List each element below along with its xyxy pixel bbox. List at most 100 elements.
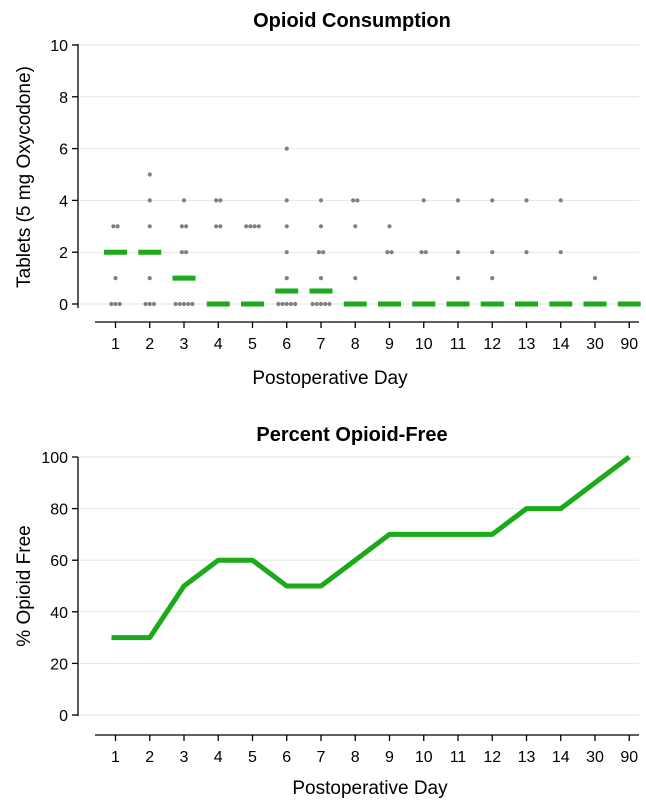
x-tick-label: 8 xyxy=(351,336,360,353)
data-point xyxy=(177,301,182,307)
data-point xyxy=(284,224,289,229)
x-tick-label: 10 xyxy=(415,336,433,353)
y-tick-label: 0 xyxy=(59,297,68,314)
data-point xyxy=(421,198,426,203)
data-point xyxy=(184,224,189,229)
data-point xyxy=(385,250,390,255)
data-point xyxy=(318,224,324,229)
x-tick-label: 3 xyxy=(180,336,189,353)
data-point xyxy=(179,224,184,229)
data-point xyxy=(389,250,394,255)
data-point xyxy=(117,301,122,307)
y-tick-label: 2 xyxy=(59,245,68,262)
data-point xyxy=(147,172,152,177)
data-point xyxy=(181,301,187,307)
x-tick-label: 2 xyxy=(145,336,154,353)
data-point xyxy=(143,301,148,307)
data-point xyxy=(318,198,324,203)
x-tick-label: 90 xyxy=(620,336,638,353)
data-point xyxy=(524,198,529,203)
data-point xyxy=(353,276,358,281)
data-line xyxy=(111,455,631,641)
y-tick-label: 8 xyxy=(59,90,68,107)
y-axis-label: Tablets (5 mg Oxycodone) xyxy=(14,66,35,288)
data-point xyxy=(113,301,118,307)
data-point xyxy=(288,301,294,307)
x-axis-ticks: 1 2 3 4 5 6 7 8 9 10 11 12 13 14 30 90 xyxy=(111,322,638,353)
data-points xyxy=(109,146,598,307)
x-tick-label: 4 xyxy=(214,749,223,766)
data-point xyxy=(248,224,253,229)
data-point xyxy=(284,146,289,151)
data-point xyxy=(455,276,461,281)
data-point xyxy=(355,198,360,203)
x-tick-label: 12 xyxy=(483,336,501,353)
data-point xyxy=(323,301,328,307)
data-point xyxy=(181,198,187,203)
data-point xyxy=(252,224,257,229)
data-point xyxy=(293,301,298,307)
data-point xyxy=(173,301,178,307)
x-tick-label: 11 xyxy=(450,749,467,766)
data-point xyxy=(218,224,223,229)
x-tick-label: 13 xyxy=(518,336,536,353)
x-tick-label: 6 xyxy=(282,749,291,766)
data-point xyxy=(190,301,195,307)
x-tick-label: 11 xyxy=(450,336,467,353)
data-point xyxy=(490,198,495,203)
data-point xyxy=(284,250,289,255)
chart-title: Percent Opioid-Free xyxy=(256,424,447,446)
x-tick-label: 90 xyxy=(620,749,638,766)
data-point xyxy=(314,301,319,307)
x-axis-label: Postoperative Day xyxy=(292,778,448,799)
y-tick-label: 80 xyxy=(50,502,68,519)
x-tick-label: 5 xyxy=(248,749,257,766)
data-point xyxy=(284,276,289,281)
y-tick-label: 100 xyxy=(41,450,68,467)
data-point xyxy=(111,224,116,229)
data-point xyxy=(284,198,289,203)
data-point xyxy=(109,301,114,307)
x-tick-label: 6 xyxy=(282,336,291,353)
data-point xyxy=(455,198,461,203)
x-tick-label: 8 xyxy=(351,749,360,766)
data-point xyxy=(113,276,118,281)
data-point xyxy=(419,250,424,255)
x-tick-label: 30 xyxy=(586,749,604,766)
x-tick-label: 5 xyxy=(248,336,257,353)
x-tick-label: 9 xyxy=(385,749,394,766)
x-tick-label: 1 xyxy=(111,749,120,766)
x-tick-label: 13 xyxy=(518,749,536,766)
x-axis-ticks: 1 2 3 4 5 6 7 8 9 10 11 12 13 14 30 90 xyxy=(111,735,638,766)
data-point xyxy=(276,301,281,307)
data-point xyxy=(592,276,598,281)
y-tick-label: 4 xyxy=(59,193,68,210)
x-tick-label: 12 xyxy=(483,749,501,766)
data-point xyxy=(151,301,157,307)
data-point xyxy=(353,224,358,229)
median-markers xyxy=(104,249,641,307)
data-point xyxy=(218,198,223,203)
x-tick-label: 3 xyxy=(180,749,189,766)
data-point xyxy=(558,198,563,203)
data-point xyxy=(244,224,249,229)
data-point xyxy=(387,224,392,229)
data-point xyxy=(490,250,495,255)
data-point xyxy=(351,198,356,203)
grid-lines xyxy=(80,44,639,305)
data-point xyxy=(310,301,315,307)
data-point xyxy=(186,301,191,307)
y-tick-label: 10 xyxy=(50,38,68,55)
x-tick-label: 7 xyxy=(317,749,326,766)
data-point xyxy=(316,250,321,255)
data-point xyxy=(214,198,219,203)
data-point xyxy=(490,276,495,281)
y-tick-label: 0 xyxy=(59,708,68,725)
data-point xyxy=(327,301,332,307)
data-point xyxy=(318,276,324,281)
x-tick-label: 14 xyxy=(552,749,570,766)
x-tick-label: 1 xyxy=(111,336,120,353)
